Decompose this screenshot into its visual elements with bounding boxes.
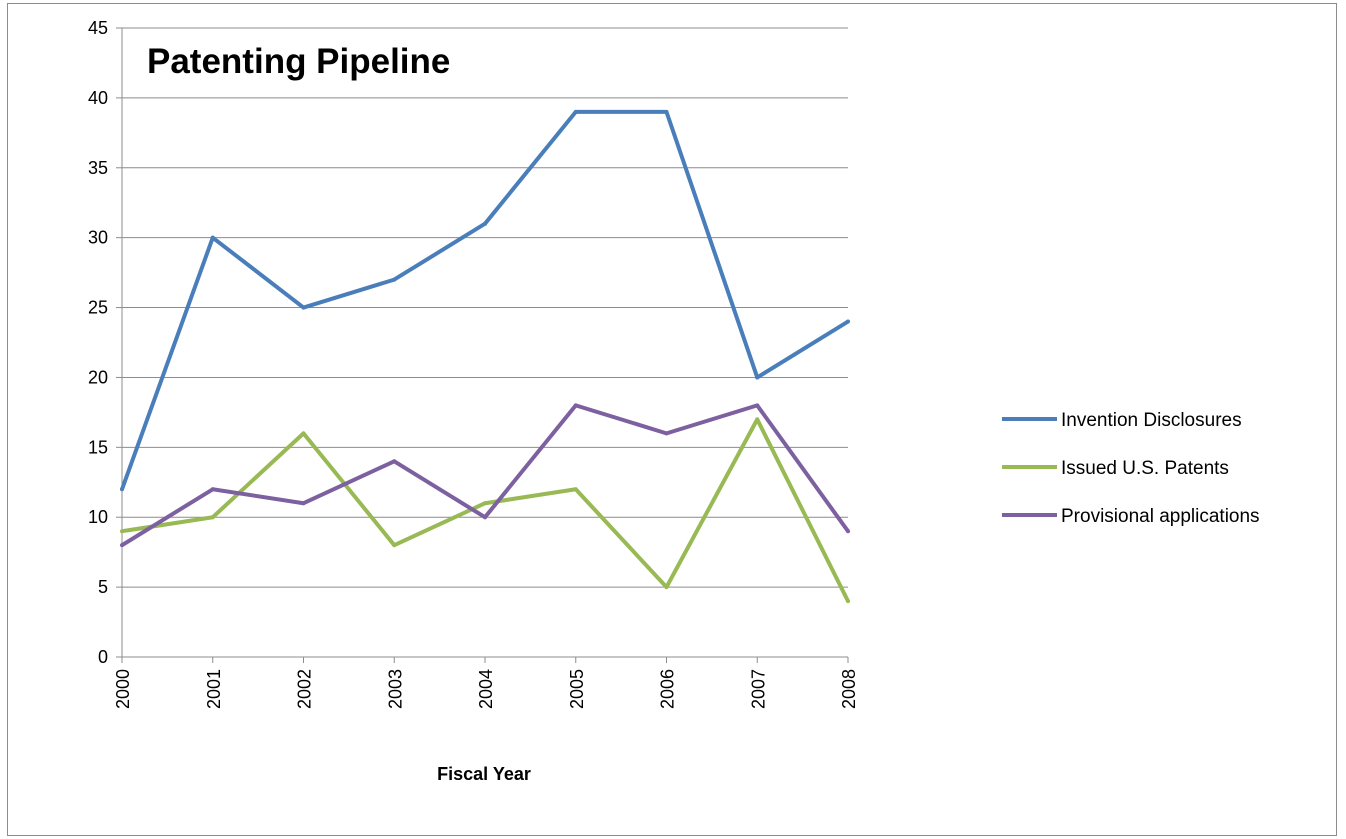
data-point-issued-u-s-patents-2001 — [210, 515, 215, 520]
data-point-issued-u-s-patents-2005 — [573, 487, 578, 492]
x-tick-label: 2008 — [839, 669, 859, 709]
data-point-provisional-applications-2000 — [120, 543, 124, 548]
x-tick-label: 2007 — [748, 669, 768, 709]
data-point-invention-disclosures-2000 — [120, 487, 124, 492]
axes: 0 5 10 15 20 25 30 35 40 45 2000 2001 2002 2003 2004 20… — [88, 18, 859, 709]
x-tick-label: 2004 — [476, 669, 496, 709]
data-point-invention-disclosures-2008 — [846, 319, 850, 324]
series-lines — [120, 109, 850, 604]
data-point-invention-disclosures-2005 — [573, 109, 578, 114]
x-tick-label: 2000 — [113, 669, 133, 709]
data-point-invention-disclosures-2001 — [210, 235, 215, 240]
data-point-issued-u-s-patents-2004 — [483, 501, 487, 506]
data-point-issued-u-s-patents-2002 — [301, 431, 306, 436]
y-tick-label: 25 — [88, 298, 108, 318]
data-point-provisional-applications-2007 — [755, 403, 760, 408]
series-line-provisional-applications — [120, 403, 850, 547]
x-tick-label: 2001 — [204, 669, 224, 709]
data-point-invention-disclosures-2004 — [483, 221, 487, 226]
data-point-provisional-applications-2006 — [664, 431, 669, 436]
x-tick-label: 2006 — [658, 669, 678, 709]
data-point-provisional-applications-2001 — [210, 487, 215, 492]
data-point-invention-disclosures-2006 — [664, 109, 669, 114]
legend: Invention Disclosures Issued U.S. Patents… — [1002, 410, 1260, 527]
y-tick-label: 45 — [88, 18, 108, 38]
legend-label: Provisional applications — [1061, 506, 1260, 527]
legend-label: Issued U.S. Patents — [1061, 458, 1229, 479]
data-point-issued-u-s-patents-2000 — [120, 529, 124, 534]
data-point-invention-disclosures-2003 — [392, 277, 397, 282]
data-point-issued-u-s-patents-2006 — [664, 585, 669, 590]
y-tick-label: 15 — [88, 437, 108, 457]
data-point-provisional-applications-2003 — [392, 459, 397, 464]
x-tick-label: 2005 — [567, 669, 587, 709]
chart-title: Patenting Pipeline — [147, 42, 450, 81]
data-point-provisional-applications-2002 — [301, 501, 306, 506]
y-tick-label: 5 — [98, 577, 108, 597]
data-point-issued-u-s-patents-2007 — [755, 417, 760, 422]
data-point-issued-u-s-patents-2003 — [392, 543, 397, 548]
series-line-issued-u-s-patents — [121, 417, 850, 602]
data-point-provisional-applications-2004 — [483, 515, 487, 520]
y-tick-label: 20 — [88, 367, 108, 387]
x-tick-label: 2003 — [385, 669, 405, 709]
series-line-invention-disclosures — [120, 109, 850, 490]
x-tick-label: 2002 — [295, 669, 315, 709]
x-axis-title: Fiscal Year — [437, 764, 531, 784]
data-point-issued-u-s-patents-2008 — [846, 599, 850, 604]
data-point-provisional-applications-2005 — [573, 403, 578, 408]
y-tick-label: 10 — [88, 507, 108, 527]
data-point-invention-disclosures-2002 — [301, 305, 306, 310]
y-tick-label: 0 — [98, 647, 108, 667]
gridlines — [122, 27, 848, 588]
y-tick-label: 40 — [88, 88, 108, 108]
data-point-invention-disclosures-2007 — [755, 375, 760, 380]
data-point-provisional-applications-2008 — [846, 529, 850, 534]
chart-area — [7, 3, 1337, 836]
y-tick-label: 30 — [88, 228, 108, 248]
y-tick-label: 35 — [88, 158, 108, 178]
legend-label: Invention Disclosures — [1061, 410, 1242, 431]
